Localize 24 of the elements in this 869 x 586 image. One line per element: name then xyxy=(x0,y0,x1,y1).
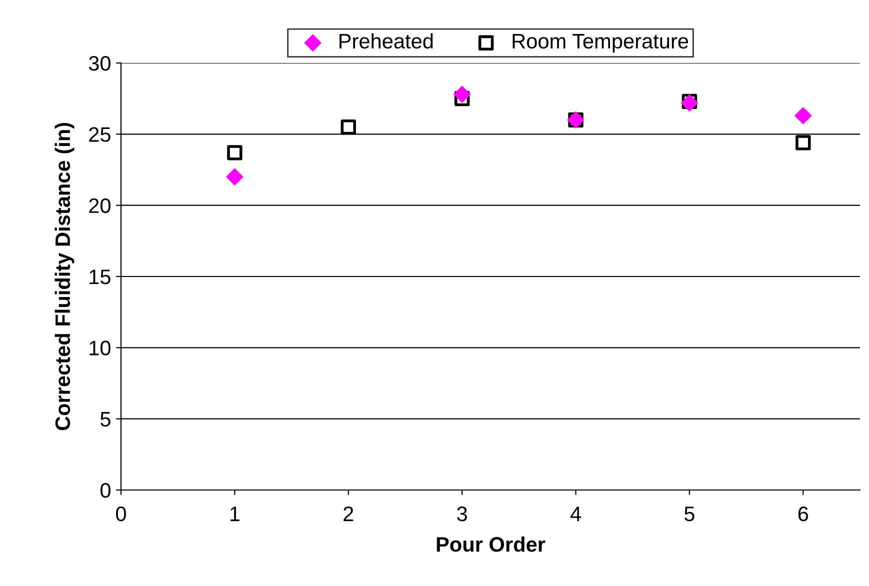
x-tick-label: 2 xyxy=(344,506,354,522)
point xyxy=(796,135,811,150)
y-tick-label: 20 xyxy=(89,198,110,214)
point xyxy=(454,86,471,103)
point xyxy=(227,145,242,160)
point xyxy=(226,168,244,186)
y-tick-label: 0 xyxy=(100,483,110,498)
legend-label: Room Temperature xyxy=(512,34,688,53)
y-tick-label: 5 xyxy=(100,412,110,427)
legend-label: Preheated xyxy=(340,33,433,49)
x-tick-label: 5 xyxy=(684,506,694,522)
y-tick-label: 30 xyxy=(88,56,110,71)
x-tick-label: 3 xyxy=(457,506,467,522)
point xyxy=(340,119,356,135)
x-tick-label: 1 xyxy=(230,506,240,522)
y-tick-label: 25 xyxy=(89,127,110,142)
x-axis-title: Pour Order xyxy=(436,536,546,552)
y-tick-label: 15 xyxy=(90,270,110,284)
y-tick-label: 10 xyxy=(90,340,110,356)
x-tick-label: 6 xyxy=(798,506,808,522)
point xyxy=(794,107,812,124)
y-axis-title: Corrected Fluidity Distance (in) xyxy=(54,122,74,430)
x-tick-label: 4 xyxy=(570,506,581,522)
x-tick-label: 0 xyxy=(116,506,126,522)
